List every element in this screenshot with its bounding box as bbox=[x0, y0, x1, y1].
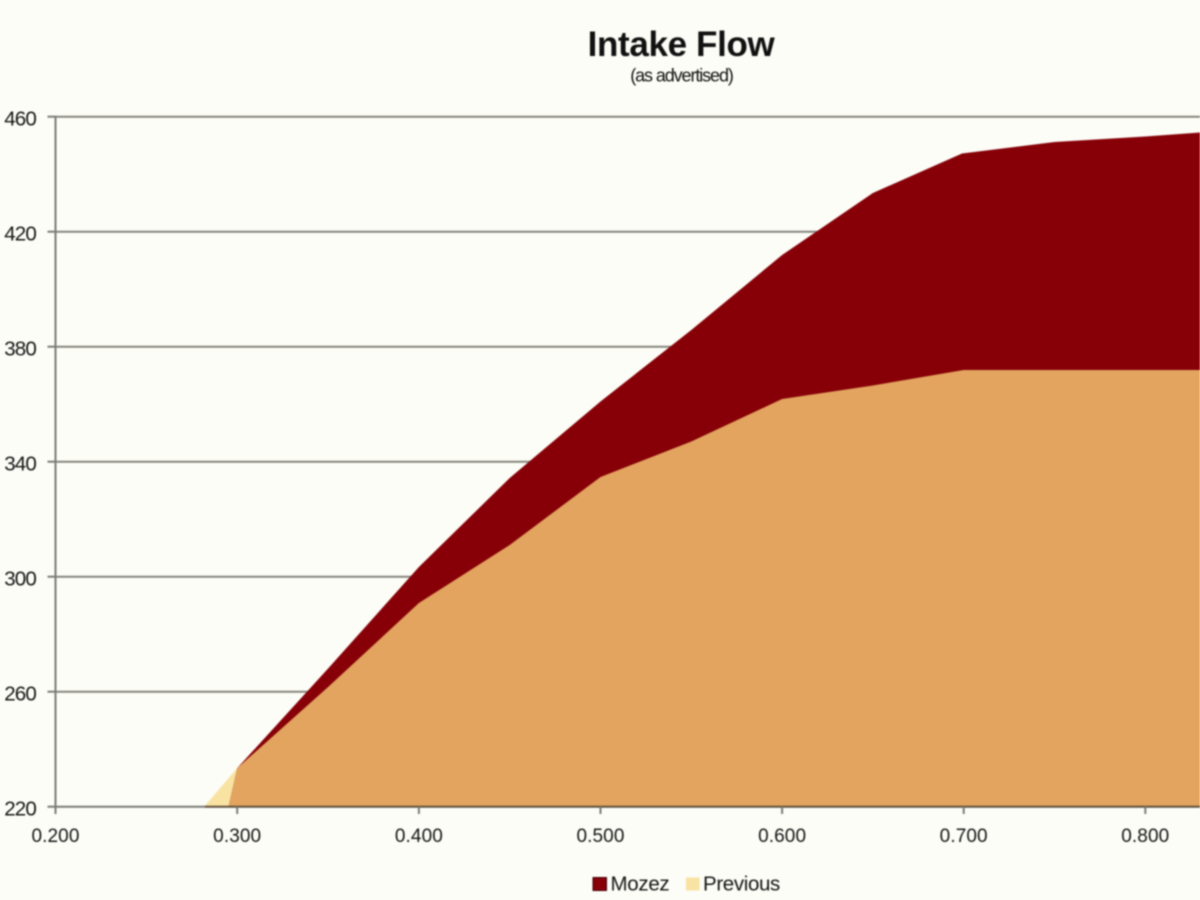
svg-text:220: 220 bbox=[4, 798, 36, 821]
svg-text:300: 300 bbox=[4, 568, 36, 591]
svg-text:Intake Flow: Intake Flow bbox=[588, 25, 776, 64]
svg-text:260: 260 bbox=[4, 683, 36, 706]
svg-text:420: 420 bbox=[4, 223, 36, 246]
svg-text:380: 380 bbox=[4, 338, 36, 361]
svg-text:0.500: 0.500 bbox=[576, 826, 624, 847]
svg-text:0.800: 0.800 bbox=[1121, 826, 1169, 847]
svg-text:(as advertised): (as advertised) bbox=[630, 66, 733, 86]
svg-text:Mozez: Mozez bbox=[611, 873, 670, 896]
svg-text:0.400: 0.400 bbox=[395, 826, 443, 847]
svg-text:340: 340 bbox=[4, 453, 36, 476]
svg-text:460: 460 bbox=[4, 108, 36, 131]
svg-text:Previous: Previous bbox=[703, 873, 780, 896]
svg-text:0.200: 0.200 bbox=[31, 826, 79, 847]
svg-text:0.300: 0.300 bbox=[213, 826, 261, 847]
svg-text:0.700: 0.700 bbox=[940, 826, 988, 847]
svg-text:0.600: 0.600 bbox=[758, 826, 806, 847]
